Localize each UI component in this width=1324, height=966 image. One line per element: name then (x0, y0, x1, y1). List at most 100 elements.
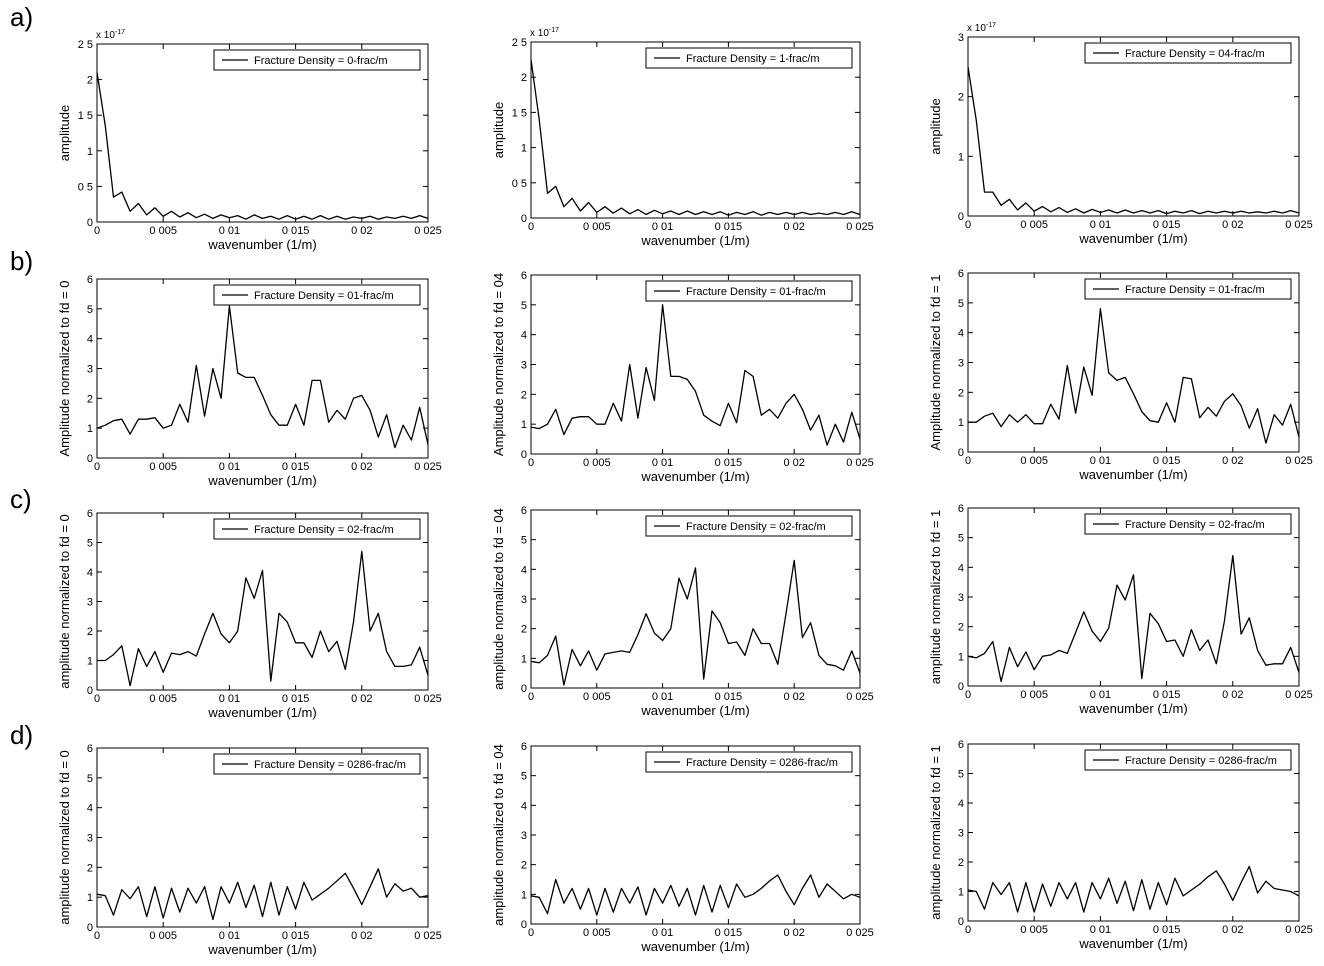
legend: Fracture Density = 02-frac/m (645, 515, 853, 537)
x-tick-label: 0 015 (282, 693, 310, 705)
y-tick-label: 0 (521, 449, 527, 461)
x-axis-label: wavenumber (1/m) (207, 705, 316, 720)
chart-panel-a-2: 0 0 005 0 01 0 015 0 02 0 025 0 0 5 1 1 5 2 2 5x 10… (491, 27, 874, 248)
legend-box (645, 515, 853, 537)
y-axis-label: amplitude (491, 102, 506, 158)
axes-frame (96, 43, 429, 223)
y-tick-label: 4 (87, 334, 93, 346)
y-tick-label: 0 (521, 919, 527, 931)
y-tick-label: 6 (87, 508, 93, 520)
x-tick-label: 0 025 (414, 930, 442, 942)
y-tick-label: 0 (87, 217, 93, 229)
legend: Fracture Density = 04-frac/m (1084, 42, 1292, 64)
axis-exponent-base: x 10 (96, 30, 115, 41)
x-tick-label: 0 005 (1020, 924, 1048, 936)
chart-panel-c-2: 0 0 005 0 01 0 015 0 02 0 025 0 1 2 3 4 5 6 wavenumbe… (491, 505, 874, 718)
y-tick-label: 2 (958, 92, 964, 104)
y-tick-label: 3 (521, 830, 527, 842)
y-tick-label: 4 (87, 803, 93, 815)
x-tick-label: 0 005 (149, 693, 177, 705)
axes-frame (967, 272, 1300, 453)
x-tick-label: 0 025 (1285, 924, 1313, 936)
axes-frame (530, 509, 861, 689)
x-tick-label: 0 025 (414, 693, 442, 705)
y-tick-label: 4 (958, 328, 964, 340)
legend-box (213, 753, 421, 775)
y-tick-label: 6 (521, 741, 527, 753)
y-axis-label: amplitude normalized to fd = 1 (928, 510, 943, 685)
x-tick-label: 0 02 (1222, 924, 1243, 936)
x-tick-label: 0 005 (583, 457, 611, 469)
y-tick-label: 3 (958, 358, 964, 370)
x-tick-label: 0 02 (351, 693, 372, 705)
x-tick-label: 0 01 (652, 457, 673, 469)
y-tick-label: 1 (521, 889, 527, 901)
x-tick-label: 0 01 (219, 225, 240, 237)
axes-frame (967, 36, 1300, 217)
legend: Fracture Density = 0-frac/m (213, 49, 421, 71)
chart-panel-d-2: 0 0 005 0 01 0 015 0 02 0 025 0 1 2 3 4 5 6 wavenumbe… (491, 741, 874, 954)
y-tick-label: 4 (521, 800, 527, 812)
series-line (96, 72, 429, 220)
x-axis-label: wavenumber (1/m) (1078, 231, 1187, 246)
axes-frame (530, 274, 861, 455)
x-tick-label: 0 (528, 221, 534, 233)
legend-box (1084, 513, 1292, 535)
chart-panel-a-1: 0 0 005 0 01 0 015 0 02 0 025 0 0 5 1 1 5 2 2 5x 10… (57, 29, 442, 252)
y-tick-label: 3 (958, 828, 964, 840)
axis-exponent: x 10-17 (530, 27, 559, 39)
chart-panel-b-3: 0 0 005 0 01 0 015 0 02 0 025 0 1 2 3 4 5 6 wavenumbe… (928, 268, 1313, 482)
y-axis-label: Amplitude normalized to fd = 1 (928, 275, 943, 451)
y-tick-label: 1 (521, 419, 527, 431)
x-tick-label: 0 015 (715, 927, 743, 939)
legend-label: Fracture Density = 02-frac/m (1125, 519, 1265, 531)
y-axis-label: Amplitude normalized to fd = 0 (57, 281, 72, 457)
legend: Fracture Density = 0286-frac/m (213, 753, 421, 775)
x-axis-label: wavenumber (1/m) (640, 939, 749, 954)
x-tick-label: 0 005 (583, 691, 611, 703)
y-tick-label: 1 (87, 146, 93, 158)
legend-box (213, 284, 421, 306)
y-tick-label: 5 (958, 533, 964, 545)
x-axis-label: wavenumber (1/m) (207, 942, 316, 957)
x-axis-label: wavenumber (1/m) (207, 237, 316, 252)
y-tick-label: 0 (958, 681, 964, 693)
x-tick-label: 0 01 (652, 691, 673, 703)
y-tick-label: 2 (87, 75, 93, 87)
x-axis-label: wavenumber (1/m) (207, 473, 316, 488)
legend-label: Fracture Density = 01-frac/m (686, 286, 826, 298)
x-axis-label: wavenumber (1/m) (1078, 467, 1187, 482)
y-tick-label: 2 (521, 72, 527, 84)
x-tick-label: 0 015 (715, 691, 743, 703)
series-line (530, 304, 861, 446)
legend-box (645, 47, 853, 69)
y-tick-label: 0 5 (78, 181, 93, 193)
x-tick-label: 0 01 (652, 927, 673, 939)
row-label-b: b) (10, 246, 33, 276)
y-tick-label: 1 5 (78, 110, 93, 122)
row-label-c: c) (10, 484, 32, 514)
legend-label: Fracture Density = 01-frac/m (1125, 284, 1265, 296)
y-tick-label: 4 (521, 564, 527, 576)
y-tick-label: 3 (87, 597, 93, 609)
x-tick-label: 0 (94, 930, 100, 942)
x-axis-label: wavenumber (1/m) (640, 703, 749, 718)
y-tick-label: 4 (521, 330, 527, 342)
chart-panel-c-3: 0 0 005 0 01 0 015 0 02 0 025 0 1 2 3 4 5 6 wavenumbe… (928, 503, 1313, 716)
y-tick-label: 0 (521, 213, 527, 225)
row-label-d: d) (10, 720, 33, 750)
y-tick-label: 2 (958, 622, 964, 634)
x-tick-label: 0 01 (652, 221, 673, 233)
x-tick-label: 0 015 (1153, 455, 1181, 467)
x-tick-label: 0 02 (351, 225, 372, 237)
y-tick-label: 1 (521, 653, 527, 665)
y-tick-label: 0 5 (512, 178, 527, 190)
row-label-a: a) (10, 2, 33, 32)
x-tick-label: 0 005 (149, 461, 177, 473)
y-axis-label: amplitude normalized to fd = 0 (57, 514, 72, 689)
chart-panel-c-1: 0 0 005 0 01 0 015 0 02 0 025 0 1 2 3 4 5 6 wavenumbe… (57, 508, 442, 720)
x-axis-label: wavenumber (1/m) (1078, 936, 1187, 951)
x-tick-label: 0 (94, 693, 100, 705)
y-tick-label: 3 (521, 594, 527, 606)
legend-label: Fracture Density = 0286-frac/m (254, 759, 406, 771)
